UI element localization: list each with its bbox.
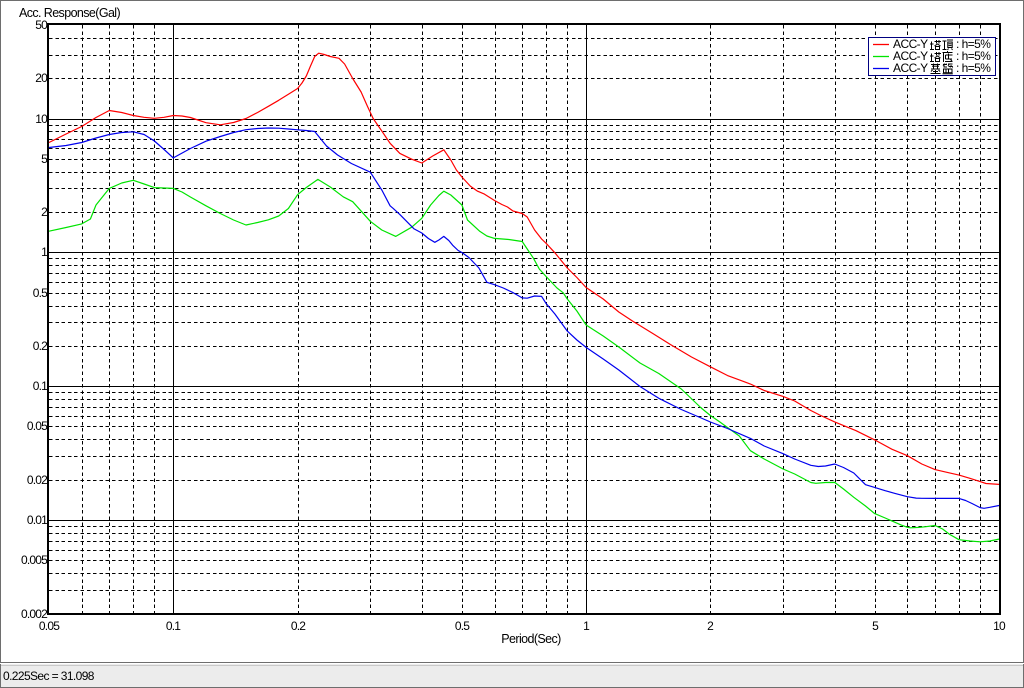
svg-text:0.5: 0.5 xyxy=(33,286,48,300)
svg-text:ACC-Y: ACC-Y xyxy=(893,61,928,75)
svg-text:1: 1 xyxy=(583,619,590,633)
svg-text:50: 50 xyxy=(35,18,48,32)
svg-text:0.02: 0.02 xyxy=(27,473,48,487)
svg-text:ACC-Y: ACC-Y xyxy=(893,49,928,63)
svg-text:0.225Sec = 31.098: 0.225Sec = 31.098 xyxy=(3,669,95,683)
svg-text:0.2: 0.2 xyxy=(291,619,306,633)
svg-text:20: 20 xyxy=(35,71,48,85)
svg-text:0.1: 0.1 xyxy=(166,619,181,633)
svg-text:5: 5 xyxy=(41,152,48,166)
svg-text:0.05: 0.05 xyxy=(27,419,48,433)
svg-text:: h=5%: : h=5% xyxy=(956,37,991,51)
svg-text:2: 2 xyxy=(707,619,714,633)
svg-text:10: 10 xyxy=(35,112,48,126)
svg-text:0.01: 0.01 xyxy=(27,513,48,527)
svg-text:Acc. Response(Gal): Acc. Response(Gal) xyxy=(19,6,120,20)
svg-text:0.05: 0.05 xyxy=(39,619,60,633)
svg-text:0.5: 0.5 xyxy=(455,619,470,633)
svg-text:ACC-Y: ACC-Y xyxy=(893,37,928,51)
svg-text:2: 2 xyxy=(41,205,48,219)
svg-text:: h=5%: : h=5% xyxy=(956,61,991,75)
svg-text:0.005: 0.005 xyxy=(21,553,48,567)
svg-text:0.002: 0.002 xyxy=(21,607,48,621)
svg-text:0.1: 0.1 xyxy=(33,379,48,393)
svg-text:0.2: 0.2 xyxy=(33,339,48,353)
svg-text:1: 1 xyxy=(41,245,48,259)
svg-text:10: 10 xyxy=(993,619,1006,633)
svg-text:: h=5%: : h=5% xyxy=(956,49,991,63)
svg-text:5: 5 xyxy=(872,619,879,633)
svg-text:Period(Sec): Period(Sec) xyxy=(501,632,561,646)
